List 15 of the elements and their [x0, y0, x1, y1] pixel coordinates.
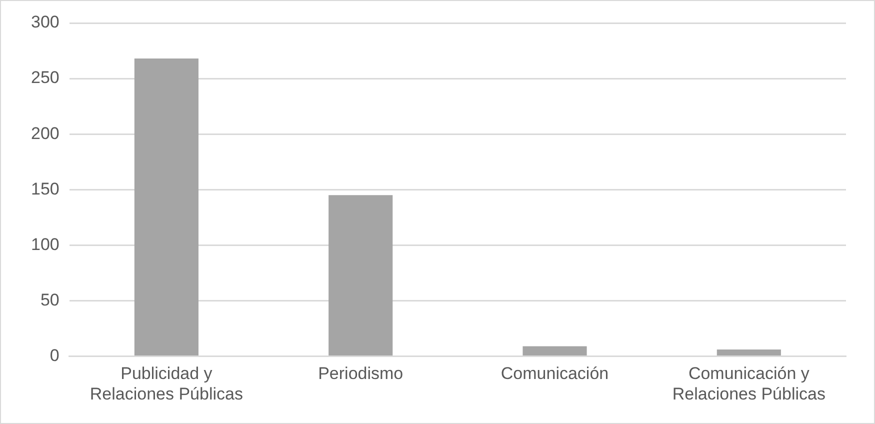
y-tick-label: 300 — [30, 12, 60, 32]
x-tick-label: Periodismo — [318, 364, 404, 384]
bar — [522, 346, 587, 356]
bar — [328, 195, 393, 356]
x-tick-label: Publicidad y Relaciones Públicas — [90, 364, 243, 404]
y-tick-label: 250 — [30, 68, 60, 88]
x-tick-label: Comunicación — [500, 364, 609, 384]
bar — [134, 58, 198, 356]
y-tick-label: 200 — [30, 124, 60, 143]
bar — [716, 350, 781, 356]
y-tick-label: 50 — [40, 290, 60, 310]
x-tick-label: Comunicación y Relaciones Públicas — [672, 364, 826, 404]
y-tick-label: 150 — [30, 179, 60, 198]
y-tick-label: 0 — [50, 346, 60, 365]
y-tick-label: 100 — [30, 234, 60, 254]
